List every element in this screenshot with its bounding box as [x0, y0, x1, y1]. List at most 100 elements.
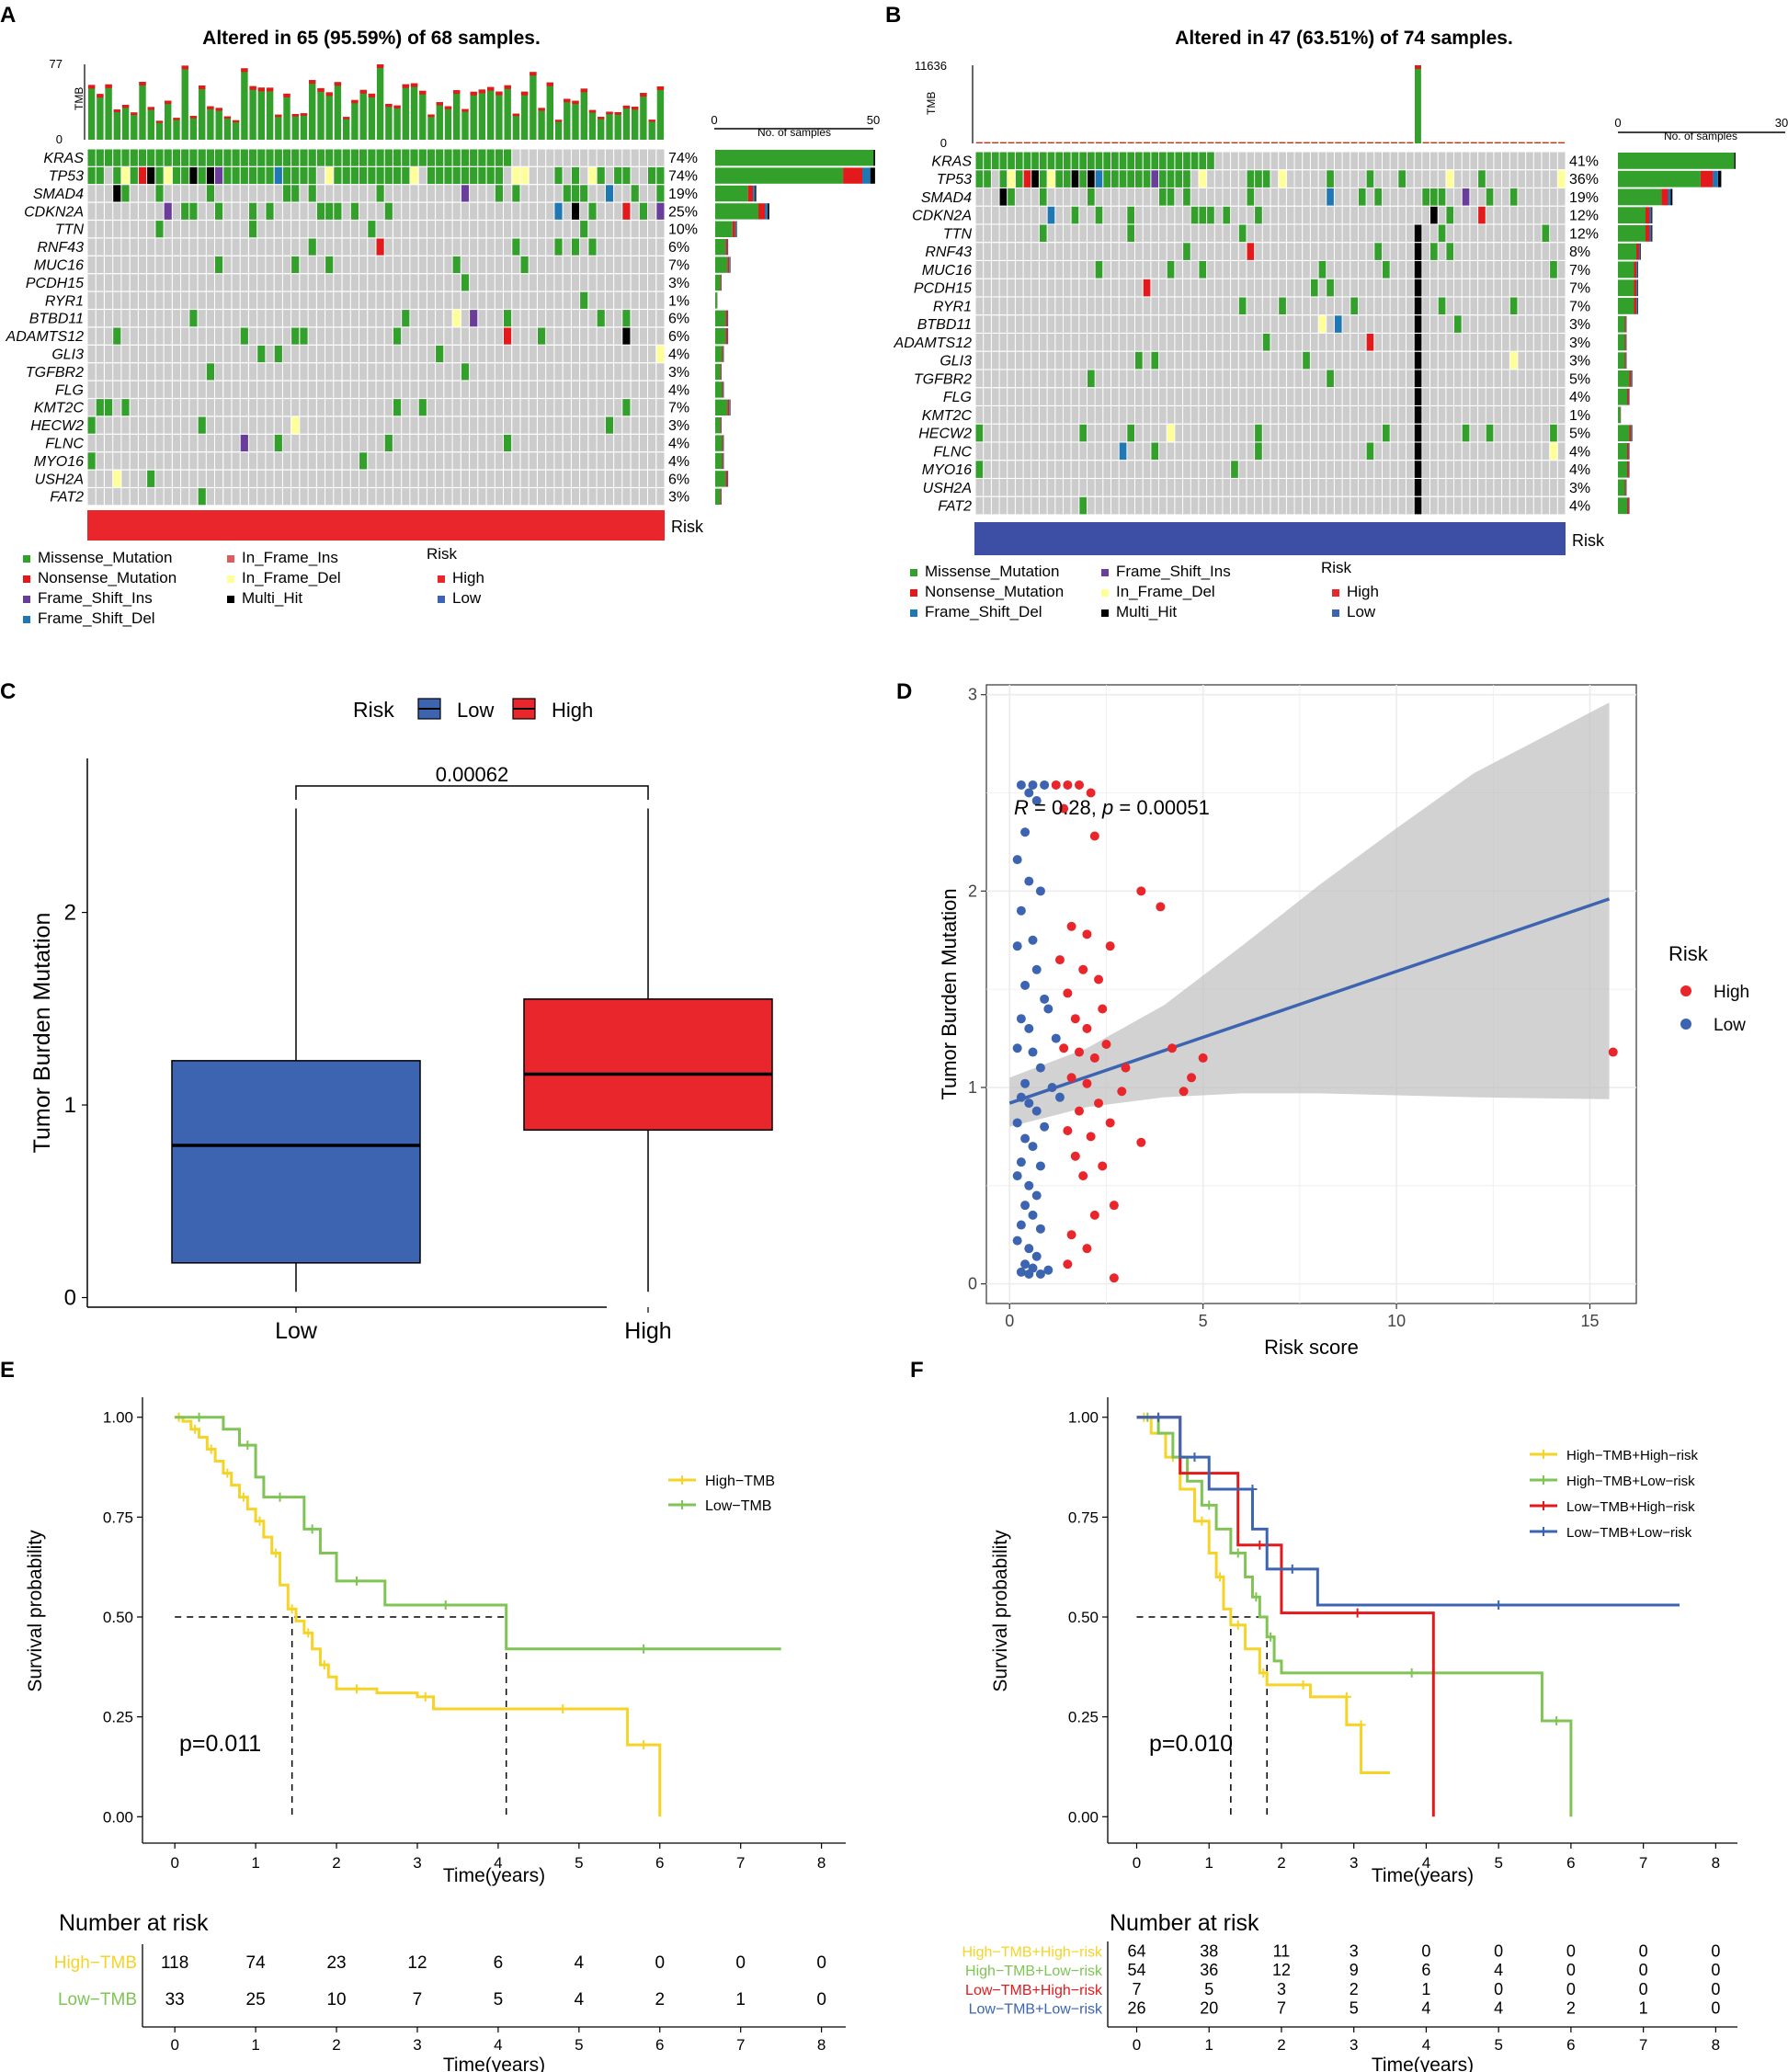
mutation-cell: [461, 470, 470, 487]
mutation-cell: [1502, 243, 1509, 260]
mutation-cell: [138, 345, 147, 363]
mutation-cell: [223, 274, 232, 291]
mutation-cell: [605, 291, 614, 309]
mutation-cell: [444, 488, 452, 506]
tmb-bar: [393, 105, 401, 140]
gene-labels: KRASTP53SMAD4CDKN2ATTNRNF43MUC16PCDH15RY…: [6, 151, 85, 506]
panel-letter-c: C: [0, 679, 16, 704]
mutation-cell: [1095, 461, 1103, 478]
mutation-cell: [1103, 188, 1110, 206]
percent-label: 10%: [668, 222, 698, 238]
mutation-cell: [975, 334, 984, 351]
mutation-cell: [1350, 188, 1358, 206]
mutation-cell: [1223, 334, 1231, 351]
tmb-bar: [283, 93, 290, 140]
mutation-cell: [172, 221, 181, 238]
mutation-cell: [991, 206, 999, 224]
tmb-max-label: 11636: [915, 59, 947, 73]
mutation-cell: [580, 470, 588, 487]
sample-bar-segment: [1634, 261, 1637, 279]
sample-bar-segment: [870, 167, 875, 184]
sample-bar-segment: [727, 471, 728, 487]
y-tick-label: 0.50: [1068, 1609, 1099, 1626]
mutation-cell: [1390, 442, 1398, 461]
mutation-cell: [984, 279, 991, 297]
mutation-cell: [1023, 206, 1031, 224]
mutation-cell: [1088, 261, 1095, 279]
mutation-cell: [316, 202, 325, 220]
mutation-cell: [384, 488, 393, 506]
tmb-bar-cap: [266, 87, 274, 92]
mutation-cell: [1334, 297, 1342, 315]
mutation-cell: [1533, 279, 1542, 297]
mutation-cell: [1342, 351, 1350, 370]
mutation-cell: [1071, 351, 1079, 370]
mutation-cell: [1518, 461, 1526, 478]
mutation-cell: [249, 221, 257, 238]
sample-bar-segment: [725, 471, 727, 487]
mutation-cell: [1286, 406, 1294, 424]
mutation-cell: [87, 166, 96, 185]
sample-bar-segment: [1632, 425, 1633, 442]
point-low: [1040, 1121, 1050, 1132]
mutation-cell: [105, 291, 113, 309]
mutation-cell: [410, 202, 418, 220]
point-low: [1016, 1092, 1026, 1102]
legend-label: Multi_Hit: [242, 589, 302, 607]
mutation-cell: [147, 399, 155, 416]
side-tick-max: 30: [1775, 116, 1788, 130]
tmb-bar-cap: [1215, 142, 1222, 143]
mutation-cell: [512, 185, 520, 202]
mutation-cell: [605, 185, 614, 202]
sample-bar-segment: [1634, 279, 1637, 297]
mutation-cell: [1223, 496, 1231, 515]
mutation-cell: [1470, 388, 1478, 405]
mutation-cell: [495, 274, 503, 291]
tmb-bar-cap: [538, 108, 545, 111]
tmb-bar: [504, 85, 511, 140]
mutation-cell: [1255, 170, 1262, 188]
mutation-cell: [975, 479, 984, 496]
y-axis-label: Survival probability: [25, 1530, 46, 1692]
mutation-cell: [1286, 279, 1294, 297]
tmb-bar-cap: [975, 142, 983, 143]
mutation-cell: [622, 202, 631, 220]
mutation-cell: [580, 256, 588, 274]
mutation-cell: [529, 310, 537, 327]
risk-count: 0: [1494, 1941, 1503, 1960]
mutation-cell: [1350, 315, 1358, 333]
mutation-cell: [999, 297, 1008, 315]
mutation-cell: [605, 202, 614, 220]
point-low: [1031, 1190, 1042, 1201]
mutation-cell: [1294, 224, 1303, 243]
mutation-cell: [1159, 424, 1167, 442]
mutation-cell: [656, 363, 665, 381]
mutation-cell: [147, 185, 155, 202]
mutation-cell: [1533, 224, 1542, 243]
mutation-cell: [155, 166, 164, 185]
mutation-cell: [282, 166, 291, 185]
mutation-cell: [1063, 461, 1071, 478]
mutation-cell: [571, 434, 580, 452]
mutation-cell: [1190, 243, 1199, 260]
mutation-cell: [588, 488, 597, 506]
mutation-cell: [1358, 279, 1366, 297]
mutation-cell: [350, 327, 359, 345]
point-high: [1105, 1118, 1115, 1128]
mutation-cell: [105, 221, 113, 238]
sample-bar-segment: [1734, 153, 1736, 169]
mutation-cell: [1088, 188, 1095, 206]
mutation-cell: [546, 345, 554, 363]
mutation-cell: [1183, 170, 1190, 188]
mutation-cell: [614, 327, 622, 345]
mutation-cell: [215, 416, 223, 434]
mutation-cell: [1462, 170, 1470, 188]
mutation-cell: [1231, 442, 1238, 461]
mutation-cell: [376, 221, 384, 238]
sample-bar-segment: [753, 185, 756, 202]
mutation-cell: [1342, 224, 1350, 243]
mutation-cell: [96, 149, 104, 166]
point-low: [1012, 941, 1022, 951]
mutation-cell: [554, 185, 563, 202]
mutation-cell: [1366, 224, 1374, 243]
